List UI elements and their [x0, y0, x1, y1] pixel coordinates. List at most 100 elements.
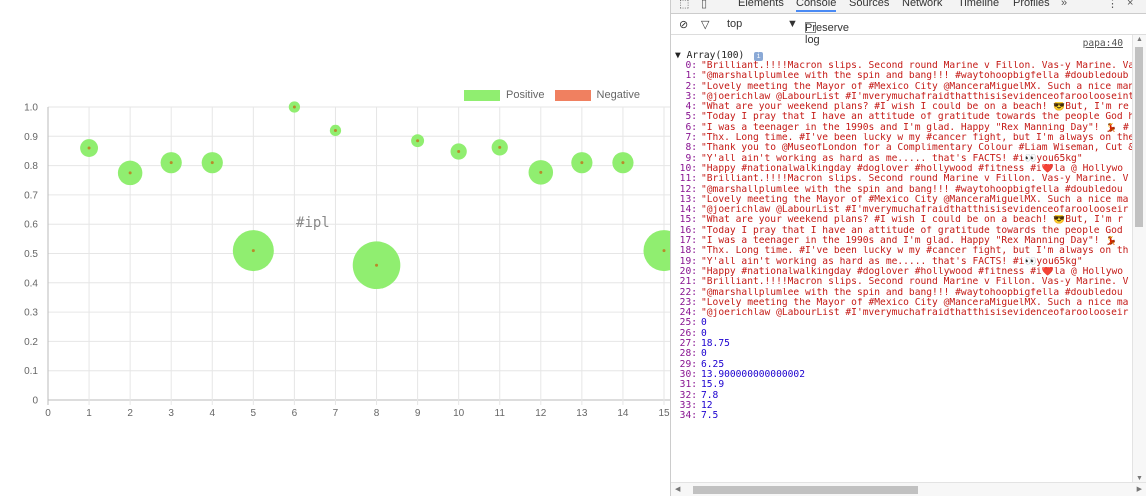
- array-entry-index: 24:: [679, 308, 697, 319]
- tab-network[interactable]: Network: [902, 0, 943, 9]
- array-entry-value: "Y'all ain't working as hard as me..... …: [701, 153, 1083, 164]
- array-entry-value: "Y'all ain't working as hard as me..... …: [701, 256, 1083, 267]
- array-entry[interactable]: 32: 7.8: [671, 391, 1133, 401]
- array-entry-value: "@joerichlaw @LabourList #I'mverymuchafr…: [701, 308, 1129, 319]
- x-tick-label: 8: [374, 408, 380, 419]
- array-entry[interactable]: 24: "@joerichlaw @LabourList #I'mverymuch…: [671, 308, 1133, 318]
- array-entry-value: 7.8: [701, 390, 719, 401]
- x-tick-label: 1: [86, 408, 92, 419]
- preserve-log-checkbox[interactable]: [805, 22, 816, 33]
- scroll-down-icon[interactable]: ▼: [1136, 475, 1143, 482]
- array-entry[interactable]: 19: "Y'all ain't working as hard as me...…: [671, 257, 1133, 267]
- chart-annotation: #ipl: [296, 215, 330, 231]
- array-entry[interactable]: 18: "Thx. Long time. #I've been lucky w m…: [671, 246, 1133, 256]
- array-entry-index: 4:: [685, 102, 697, 113]
- bubble-chart: 00.10.20.30.40.50.60.70.80.91.00 1 2 3 4 5 6 7 8…: [24, 101, 670, 419]
- tab-timeline[interactable]: Timeline: [958, 0, 1000, 9]
- close-icon[interactable]: ×: [1127, 0, 1134, 9]
- array-entry[interactable]: 3: "@joerichlaw @LabourList #I'mverymucha…: [671, 92, 1133, 102]
- tab-profiles[interactable]: Profiles: [1013, 0, 1050, 9]
- array-entry[interactable]: 2: "Lovely meeting the Mayor of #Mexico C…: [671, 82, 1133, 92]
- array-entry[interactable]: 0: "Brilliant.!!!!Macron slips. Second ro…: [671, 61, 1133, 71]
- vertical-scroll-thumb[interactable]: [1135, 47, 1143, 227]
- context-select[interactable]: top: [727, 18, 743, 30]
- array-entry[interactable]: 22: "@marshallplumlee with the spin and b…: [671, 288, 1133, 298]
- array-entry-index: 13:: [679, 194, 697, 205]
- array-entry-index: 9:: [685, 153, 697, 164]
- data-point-center: [457, 150, 461, 154]
- array-entry[interactable]: 26: 0: [671, 329, 1133, 339]
- device-toolbar-icon[interactable]: ▯: [701, 0, 708, 10]
- array-entry[interactable]: 10: "Happy #nationalwalkingday #doglover …: [671, 164, 1133, 174]
- expand-triangle-icon[interactable]: ▼: [675, 50, 681, 61]
- array-entry[interactable]: 34: 7.5: [671, 411, 1133, 421]
- legend-label-positive: Positive: [506, 89, 545, 101]
- array-entry-value: "@joerichlaw @LabourList #I'mverymuchafr…: [701, 205, 1129, 216]
- array-header[interactable]: ▼ Array(100) i: [675, 50, 764, 61]
- array-entry-value: "Thx. Long time. #I've been lucky w my #…: [701, 246, 1129, 257]
- array-header-label: Array(100): [686, 50, 745, 61]
- array-entry[interactable]: 9: "Y'all ain't working as hard as me....…: [671, 154, 1133, 164]
- scroll-up-icon[interactable]: ▲: [1136, 36, 1143, 43]
- y-tick-label: 0.8: [24, 161, 38, 172]
- inspect-element-icon[interactable]: ⬚: [679, 0, 690, 10]
- array-entry[interactable]: 27: 18.75: [671, 339, 1133, 349]
- filter-icon[interactable]: ▽: [701, 19, 710, 31]
- array-entry[interactable]: 6: "I was a teenager in the 1990s and I'm…: [671, 123, 1133, 133]
- array-entry-index: 21:: [679, 277, 697, 288]
- x-tick-label: 2: [127, 408, 133, 419]
- array-entry[interactable]: 30: 13.900000000000002: [671, 370, 1133, 380]
- tab-sources[interactable]: Sources: [849, 0, 890, 9]
- array-entry[interactable]: 16: "Today I pray that I have an attitude…: [671, 226, 1133, 236]
- chart-legend: Positive Negative: [464, 89, 650, 101]
- scroll-right-icon[interactable]: ▶: [1136, 486, 1142, 493]
- array-entry[interactable]: 20: "Happy #nationalwalkingday #doglover …: [671, 267, 1133, 277]
- data-point-center: [539, 170, 543, 174]
- array-entry[interactable]: 15: "What are your weekend plans? #I wish…: [671, 215, 1133, 225]
- array-entry[interactable]: 25: 0: [671, 318, 1133, 328]
- array-entry-value: "Thank you to @MuseofLondon for a Compli…: [701, 143, 1133, 154]
- array-entry-index: 27:: [679, 339, 697, 350]
- array-entry-index: 1:: [685, 71, 697, 82]
- array-entry-value: "Brilliant.!!!!Macron slips. Second roun…: [701, 61, 1133, 71]
- legend-item-positive[interactable]: Positive: [464, 89, 545, 101]
- legend-item-negative[interactable]: Negative: [554, 89, 640, 101]
- menu-icon[interactable]: ⋮: [1107, 0, 1118, 10]
- clear-console-icon[interactable]: ⊘: [679, 19, 689, 31]
- array-entry-value: "Today I pray that I have an attitude of…: [701, 112, 1133, 123]
- source-link[interactable]: papa:40: [1082, 38, 1123, 49]
- vertical-scrollbar[interactable]: ▲ ▼: [1132, 35, 1146, 483]
- array-entry[interactable]: 23: "Lovely meeting the Mayor of #Mexico …: [671, 298, 1133, 308]
- tab-elements[interactable]: Elements: [738, 0, 784, 9]
- array-entry[interactable]: 29: 6.25: [671, 360, 1133, 370]
- array-entry[interactable]: 33: 12: [671, 401, 1133, 411]
- data-point-center: [375, 263, 379, 267]
- more-tabs-icon[interactable]: »: [1061, 0, 1068, 9]
- array-entry[interactable]: 11: "Brilliant.!!!!Macron slips. Second r…: [671, 174, 1133, 184]
- array-entry-value: "Happy #nationalwalkingday #doglover #ho…: [701, 163, 1124, 174]
- array-entry[interactable]: 8: "Thank you to @MuseofLondon for a Comp…: [671, 143, 1133, 153]
- array-entry-index: 30:: [679, 369, 697, 380]
- array-entry[interactable]: 7: "Thx. Long time. #I've been lucky w my…: [671, 133, 1133, 143]
- array-entry[interactable]: 12: "@marshallplumlee with the spin and b…: [671, 185, 1133, 195]
- y-tick-label: 0.5: [24, 249, 38, 260]
- data-point-center: [87, 146, 91, 150]
- x-tick-label: 12: [535, 408, 547, 419]
- tab-console[interactable]: Console: [796, 0, 837, 12]
- array-entry[interactable]: 28: 0: [671, 349, 1133, 359]
- horizontal-scrollbar[interactable]: ◀ ▶: [671, 482, 1146, 496]
- chevron-down-icon[interactable]: ▼: [787, 18, 798, 30]
- array-entry[interactable]: 31: 15.9: [671, 380, 1133, 390]
- array-entry-index: 31:: [679, 380, 697, 391]
- array-entry-value: "Brilliant.!!!!Macron slips. Second roun…: [701, 174, 1129, 185]
- array-entry[interactable]: 13: "Lovely meeting the Mayor of #Mexico …: [671, 195, 1133, 205]
- console-toolbar: ⊘ ▽ top ▼ Preserve log: [671, 14, 1146, 46]
- array-entry[interactable]: 5: "Today I pray that I have an attitude …: [671, 112, 1133, 122]
- array-entry[interactable]: 1: "@marshallplumlee with the spin and ba…: [671, 71, 1133, 81]
- scroll-left-icon[interactable]: ◀: [675, 486, 681, 493]
- array-entry[interactable]: 17: "I was a teenager in the 1990s and I'…: [671, 236, 1133, 246]
- array-entry[interactable]: 4: "What are your weekend plans? #I wish …: [671, 102, 1133, 112]
- horizontal-scroll-thumb[interactable]: [693, 486, 918, 494]
- array-entry[interactable]: 14: "@joerichlaw @LabourList #I'mverymuch…: [671, 205, 1133, 215]
- array-entry[interactable]: 21: "Brilliant.!!!!Macron slips. Second r…: [671, 277, 1133, 287]
